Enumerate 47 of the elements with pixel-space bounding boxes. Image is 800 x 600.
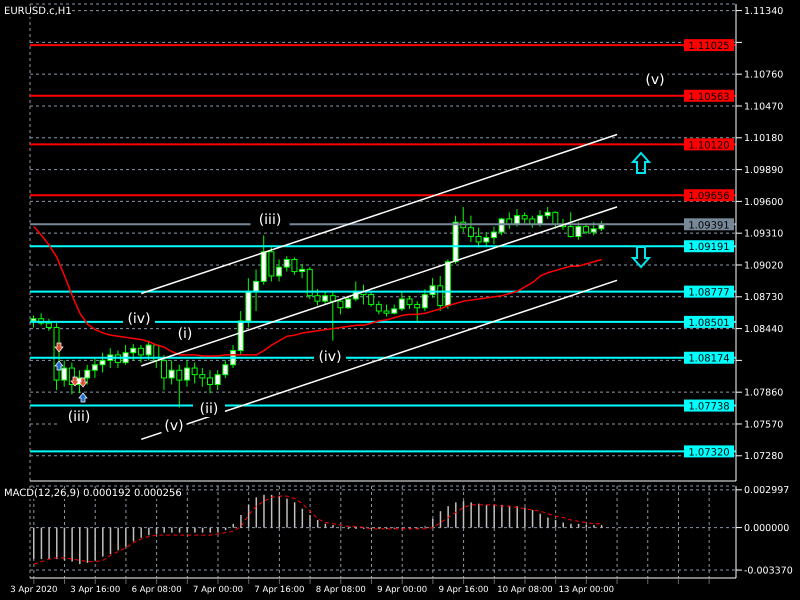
y-tick-label: 1.09020 [744,260,784,272]
annotation: (iv) [127,311,151,327]
annotation: (iii) [258,212,282,228]
y-tick-label: 0.000000 [744,522,790,534]
y-tick-label: 1.08440 [744,324,784,335]
ref-line-label: 1.09656 [688,191,730,202]
y-tick-label: 1.07860 [744,388,784,399]
y-tick-label: 1.07570 [744,419,784,430]
y-tick-label: 1.11340 [744,6,784,17]
ref-line-label: 1.09191 [688,242,730,254]
y-tick-label: 1.09600 [744,196,784,208]
ref-line-label: 1.10120 [688,140,730,152]
x-tick-label: 7 Apr 16:00 [254,585,304,596]
x-tick-label: 10 Apr 08:00 [497,585,553,596]
x-tick-label: 3 Apr 2020 [10,585,58,596]
ref-line-label: 1.07738 [688,402,730,413]
annotation: (iv) [318,349,342,365]
y-tick-label: 1.10180 [744,133,784,144]
ref-line-label: 1.08777 [688,288,730,299]
y-tick-label: 0.002997 [744,485,790,496]
x-tick-label: 13 Apr 00:00 [558,585,614,596]
y-tick-label: 1.09310 [744,228,784,240]
y-tick-label: -0.003370 [744,565,793,576]
annotation: (i) [178,326,192,342]
x-tick-label: 9 Apr 00:00 [377,585,428,596]
ref-line-label: 1.08501 [688,318,730,329]
annotation: (iii) [68,409,90,425]
y-tick-label: 1.09890 [744,164,784,176]
x-tick-label: 8 Apr 08:00 [316,585,366,596]
annotation: (v) [645,72,665,88]
ref-line-label: 1.10563 [688,92,730,103]
annotation: (ii) [200,401,218,417]
chart-title: EURUSD.c,H1 [4,6,72,17]
ref-line-label: 1.09391 [688,220,730,232]
ref-line-label: 1.08174 [688,354,730,365]
x-tick-label: 3 Apr 16:00 [70,585,120,596]
x-tick-label: 7 Apr 00:00 [193,585,244,596]
annotation: (v) [164,418,184,434]
x-tick-label: 9 Apr 16:00 [438,585,489,596]
y-tick-label: 1.08730 [744,292,784,304]
y-tick-label: 1.10470 [744,101,784,112]
ref-line-label: 1.11025 [688,41,730,52]
chart-title: MACD(12,26,9) 0.000192 0.000256 [4,488,182,499]
y-tick-label: 1.10760 [744,70,784,81]
y-tick-label: 1.07280 [744,451,784,462]
x-tick-label: 6 Apr 08:00 [132,585,182,596]
ref-line-label: 1.07320 [688,447,730,458]
